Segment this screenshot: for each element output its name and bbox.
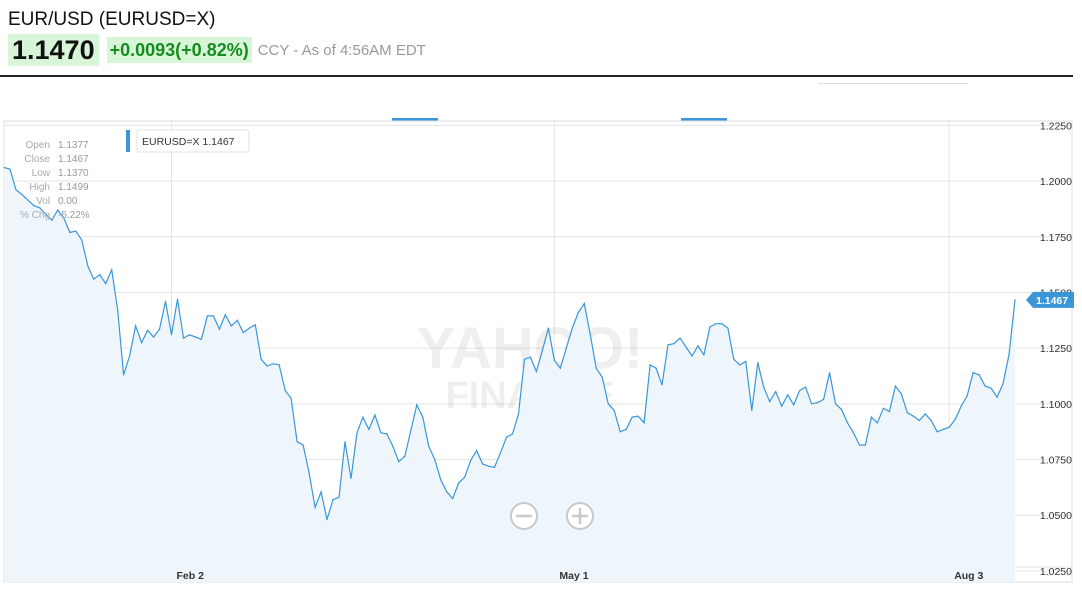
- ohlc-label: High: [29, 182, 50, 193]
- y-tick-label: 1.0500: [1040, 510, 1072, 522]
- ohlc-value: 1.1499: [58, 182, 89, 193]
- ohlc-panel: Open 1.1377 Close 1.1467 Low 1.1370 High 1.1499…: [8, 139, 90, 223]
- ohlc-value: 1.1377: [58, 140, 89, 151]
- series-area: [4, 167, 1015, 582]
- ohlc-row: Low 1.1370: [8, 167, 90, 181]
- ohlc-label: Close: [24, 154, 50, 165]
- ohlc-label: % Chg: [19, 210, 50, 221]
- x-axis: Feb 2 May 1 Aug 3: [177, 570, 984, 582]
- zoom-out-button[interactable]: [510, 502, 538, 530]
- legend-box: [136, 129, 250, 153]
- last-price: 1.1470: [8, 34, 99, 66]
- x-tick-label: Feb 2: [177, 570, 205, 582]
- price-change: +0.0093(+0.82%): [106, 37, 252, 63]
- ohlc-value: 1.1370: [58, 168, 89, 179]
- last-value-tag: [1026, 291, 1074, 308]
- legend-label: EURUSD=X 1.1467: [142, 136, 235, 148]
- ohlc-row: % Chg -5.22%: [8, 209, 90, 223]
- y-tick-label: 1.1000: [1040, 399, 1072, 411]
- ohlc-value: 0.00: [58, 196, 78, 207]
- quote-meta: CCY - As of 4:56AM EDT: [257, 41, 426, 59]
- ohlc-row: Vol 0.00: [8, 195, 90, 209]
- last-value-label: 1.1467: [1036, 295, 1068, 307]
- ohlc-label: Low: [31, 168, 50, 179]
- y-tick-label: 1.1250: [1040, 343, 1072, 355]
- change-percent: (+0.82%): [175, 40, 249, 60]
- last-value-marker: 1.1467: [1026, 291, 1074, 308]
- ohlc-row: High 1.1499: [8, 181, 90, 195]
- zoom-in-button[interactable]: [566, 502, 594, 530]
- change-value: +0.0093: [109, 40, 176, 60]
- ohlc-value: -5.22%: [58, 210, 90, 221]
- x-tick-label: May 1: [559, 570, 588, 582]
- tab-indicator-2[interactable]: [681, 118, 727, 121]
- ohlc-row: Open 1.1377: [8, 139, 90, 153]
- legend-swatch: [126, 130, 130, 152]
- tab-indicator-1[interactable]: [392, 118, 438, 121]
- header-divider: [0, 75, 1073, 77]
- legend: EURUSD=X 1.1467: [126, 129, 250, 153]
- ohlc-label: Open: [25, 140, 50, 151]
- y-axis: 1.02501.05001.07501.10001.12501.15001.17…: [1040, 120, 1072, 577]
- range-divider: [818, 83, 968, 84]
- y-tick-label: 1.1750: [1040, 232, 1072, 244]
- ohlc-value: 1.1467: [58, 154, 89, 165]
- series-line: [3, 166, 1016, 520]
- y-tick-label: 1.2250: [1040, 120, 1072, 132]
- page-title: EUR/USD (EURUSD=X): [8, 9, 216, 30]
- y-tick-label: 1.0250: [1040, 566, 1072, 578]
- y-tick-label: 1.2000: [1040, 176, 1072, 188]
- quote-row: 1.1470 +0.0093(+0.82%) CCY - As of 4:56A…: [8, 34, 426, 66]
- ohlc-row: Close 1.1467: [8, 153, 90, 167]
- x-tick-label: Aug 3: [954, 570, 983, 582]
- y-tick-label: 1.0750: [1040, 455, 1072, 467]
- ohlc-label: Vol: [36, 196, 50, 207]
